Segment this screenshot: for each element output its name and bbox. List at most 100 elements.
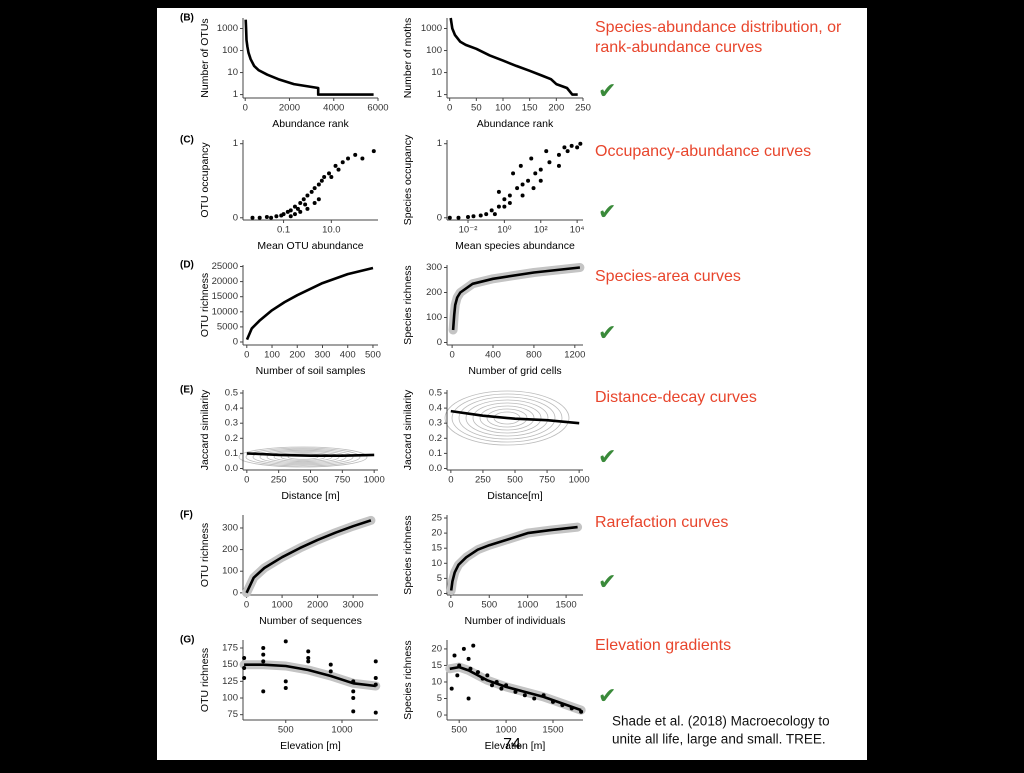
x-tick-label: 1000 [569, 475, 590, 486]
point [242, 666, 247, 670]
citation: Shade et al. (2018) Macroecology to [612, 714, 830, 729]
point [496, 204, 501, 209]
point [312, 186, 317, 191]
y-tick-label: 125 [222, 676, 238, 687]
y-tick-label: 10 [431, 676, 442, 687]
point [480, 676, 485, 681]
y-tick-label: 150 [222, 659, 238, 670]
y-tick-label: 25000 [212, 261, 238, 272]
point [295, 206, 300, 211]
point [490, 683, 495, 688]
x-tick-label: 0 [448, 475, 453, 486]
panel-label: (G) [180, 635, 194, 646]
point [507, 200, 512, 205]
point [305, 193, 310, 198]
chart: 10⁻² 10⁰ 10² 10⁴ 0 1 Mean species abundance Spe… [402, 134, 585, 252]
section-label: rank-abundance curves [595, 39, 762, 56]
point [455, 673, 460, 678]
point [305, 206, 310, 211]
point [556, 163, 561, 168]
section-label: Distance-decay curves [595, 389, 757, 406]
y-tick-label: 15 [431, 543, 442, 554]
x-tick-label: 1000 [517, 600, 538, 611]
x-tick-label: 500 [303, 475, 319, 486]
point [569, 706, 574, 711]
contour [479, 405, 535, 431]
y-axis-label: OTU richness [199, 648, 211, 712]
x-tick-label: 750 [334, 475, 350, 486]
x-tick-label: 10.0 [322, 225, 341, 236]
x-tick-label: 10² [534, 225, 548, 236]
y-tick-label: 5 [437, 693, 442, 704]
x-tick-label: 10⁴ [570, 225, 585, 236]
point [351, 696, 356, 700]
y-tick-label: 0.3 [429, 418, 442, 429]
panel-label: (C) [180, 135, 194, 146]
point [257, 215, 262, 220]
point [373, 659, 378, 664]
point [319, 178, 324, 183]
x-tick-label: 200 [548, 103, 564, 114]
point [283, 679, 288, 684]
x-tick-label: 3000 [343, 600, 364, 611]
y-axis-label: Number of moths [402, 18, 414, 99]
checkmark: ✔ [598, 199, 616, 224]
y-tick-label: 1 [437, 89, 442, 100]
point [283, 639, 288, 644]
y-tick-label: 1000 [217, 23, 238, 34]
line [449, 525, 578, 591]
x-axis-label: Number of sequences [259, 615, 362, 627]
x-tick-label: 1000 [364, 475, 385, 486]
point [466, 696, 471, 701]
x-tick-label: 0 [448, 600, 453, 611]
point [502, 197, 507, 202]
page-number: 74 [503, 736, 521, 753]
point [329, 175, 334, 180]
x-tick-label: 500 [365, 350, 381, 361]
point [373, 682, 378, 687]
y-tick-label: 100 [222, 566, 238, 577]
chart: (G) 500 1000 75 100 125 150 175 Elevation [m] OTU… [180, 635, 381, 752]
line [244, 19, 374, 96]
x-axis-label: Number of grid cells [468, 365, 561, 377]
contour [444, 390, 570, 446]
y-axis-label: OTU richness [199, 523, 211, 587]
chart: 0 250 500 750 1000 0.0 0.1 0.2 0.3 0.4 0.5 Distance… [402, 388, 590, 502]
point [560, 703, 565, 708]
point [579, 709, 584, 714]
y-tick-label: 10000 [212, 306, 238, 317]
y-tick-label: 300 [222, 522, 238, 533]
chart: 0 500 1000 1500 0 5 10 15 20 25 Number of individu… [402, 513, 583, 627]
contour [245, 447, 361, 467]
y-tick-label: 15000 [212, 291, 238, 302]
point [518, 163, 523, 168]
panel-label: (D) [180, 260, 194, 271]
y-axis-label: Species occupancy [402, 134, 414, 225]
y-tick-label: 20000 [212, 276, 238, 287]
point [281, 212, 286, 217]
section-label: Species-abundance distribution, or [595, 19, 842, 36]
x-axis-label: Mean OTU abundance [257, 240, 363, 252]
contour [238, 446, 368, 468]
chart: 0 400 800 1200 0 100 200 300 Number of grid cell… [402, 262, 586, 377]
y-tick-label: 0 [437, 710, 442, 721]
point [316, 182, 321, 187]
x-tick-label: 100 [264, 350, 280, 361]
point [328, 669, 333, 674]
point [556, 152, 561, 157]
y-axis-label: OTU occupancy [199, 142, 211, 218]
y-axis-label: Number of OTUs [199, 18, 211, 97]
y-tick-label: 5000 [217, 321, 238, 332]
y-tick-label: 100 [426, 45, 442, 56]
point [340, 160, 345, 165]
point [565, 149, 570, 154]
line [449, 17, 578, 96]
point [562, 145, 567, 150]
x-tick-label: 6000 [367, 103, 388, 114]
point [371, 149, 376, 154]
point [303, 202, 308, 207]
point [492, 212, 497, 217]
x-tick-label: 1000 [331, 725, 352, 736]
x-tick-label: 250 [271, 475, 287, 486]
point [520, 193, 525, 198]
